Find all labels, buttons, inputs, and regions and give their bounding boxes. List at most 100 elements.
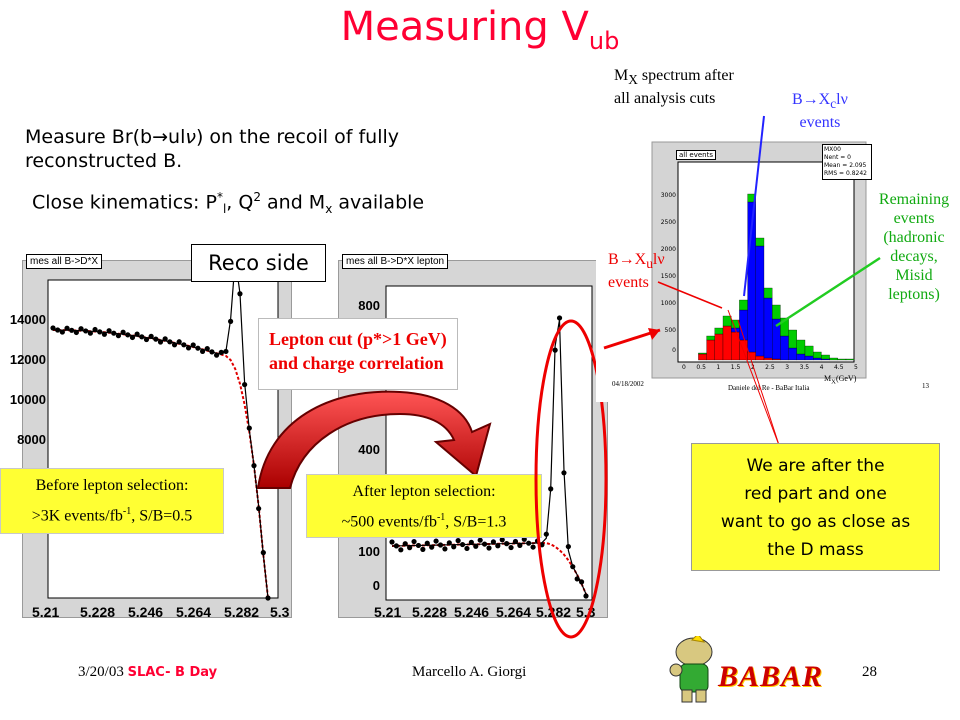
right-data-point xyxy=(389,539,395,545)
right-ytick: 400 xyxy=(358,442,380,457)
left-data-point xyxy=(59,329,65,335)
mx-yticks: 3000 2500 2000 1500 1000 500 0 xyxy=(660,192,676,354)
left-data-point xyxy=(115,333,122,339)
left-data-point xyxy=(260,550,266,556)
left-data-point xyxy=(265,595,271,601)
mx-bar-other xyxy=(772,304,781,320)
right-data-point xyxy=(490,539,497,545)
right-xtick: 5.228 xyxy=(412,604,448,620)
left-data-point xyxy=(237,291,243,297)
left-ytick: 14000 xyxy=(9,312,46,327)
right-data-point xyxy=(504,541,510,547)
left-xtick: 5.246 xyxy=(128,604,164,620)
mx-stats-box: MX00 Nent = 0 Mean = 2.095 RMS = 0.8242 xyxy=(822,144,872,180)
left-plot: mes all B->D*X 14000 12000 10000 8000 5.… xyxy=(0,250,300,640)
left-plot-label: mes all B->D*X xyxy=(26,254,103,269)
right-data-point xyxy=(578,579,585,585)
left-data-point xyxy=(73,329,79,336)
right-data-point xyxy=(517,542,523,548)
left-data-point xyxy=(129,334,136,341)
mx-histogram-svg xyxy=(651,115,881,379)
right-ytick: 800 xyxy=(358,298,380,313)
mx-bar-other xyxy=(845,358,855,361)
left-data-point xyxy=(134,331,140,337)
right-data-point xyxy=(446,540,452,546)
left-plot-svg xyxy=(47,253,279,601)
left-data-point xyxy=(195,345,201,351)
right-data-point xyxy=(420,546,426,552)
left-data-point xyxy=(251,463,257,469)
right-data-point xyxy=(415,542,422,549)
left-data-point xyxy=(153,336,159,342)
left-data-point xyxy=(83,328,89,334)
right-plot-label: mes all B->D*X lepton xyxy=(342,254,449,269)
left-data-point xyxy=(92,326,98,333)
left-data-point xyxy=(87,330,93,336)
after-line1: After lepton selection: xyxy=(352,483,496,500)
left-data-point xyxy=(157,339,164,345)
left-data-point xyxy=(209,349,215,355)
left-data-point xyxy=(218,349,224,355)
left-data-point xyxy=(125,332,131,338)
after-line2: ~500 events/fb-1, S/B=1.3 xyxy=(341,512,507,531)
left-data-point xyxy=(64,325,70,331)
right-data-point xyxy=(499,537,505,543)
reco-side-label: Reco side xyxy=(191,244,326,282)
right-data-point xyxy=(468,539,474,545)
lepton-cut-box: Lepton cut (p*>1 GeV) and charge correla… xyxy=(258,318,458,390)
babar-elephant-icon xyxy=(669,636,713,703)
left-xtick: 5.228 xyxy=(80,604,116,620)
mx-credit: Daniele del Re - BaBar Italia xyxy=(728,384,810,392)
right-data-point xyxy=(407,545,413,551)
right-data-point xyxy=(495,543,501,549)
left-data-point xyxy=(148,333,154,339)
right-data-point xyxy=(543,531,549,537)
mx-xticks: 0 0.5 1 1.5 2 2.5 3 3.5 4 4.5 5 xyxy=(682,364,858,371)
left-data-point xyxy=(162,336,168,342)
mx-heading: MX spectrum after all analysis cuts xyxy=(614,67,734,108)
mx-page: 13 xyxy=(922,382,929,390)
left-xtick: 5.282 xyxy=(224,604,260,620)
babar-logo-text: BABAR xyxy=(718,660,824,693)
right-data-point xyxy=(433,538,439,544)
right-xtick: 5.21 xyxy=(374,604,402,620)
right-data-point xyxy=(565,543,571,550)
left-data-point xyxy=(213,352,220,358)
left-data-point xyxy=(199,348,206,354)
left-data-point xyxy=(176,339,182,345)
right-data-point xyxy=(398,547,404,553)
curved-arrow-icon xyxy=(256,390,492,489)
right-data-point xyxy=(451,544,457,550)
right-data-point xyxy=(548,486,554,492)
after-selection-box: After lepton selection: ~500 events/fb-1… xyxy=(306,474,542,538)
bxc-label: B→Xclν events xyxy=(792,91,848,132)
footer-page: 28 xyxy=(862,664,877,680)
before-line1: Before lepton selection: xyxy=(35,477,189,494)
right-data-point xyxy=(459,541,466,548)
mx-bar-other xyxy=(821,354,830,360)
before-line2: >3K events/fb-1, S/B=0.5 xyxy=(31,506,193,525)
right-data-point xyxy=(442,546,448,552)
mx-hist-label: all events xyxy=(676,150,716,160)
right-xtick: 5.246 xyxy=(454,604,490,620)
remaining-label: Remaining events (hadronic decays, Misid le… xyxy=(878,191,950,303)
right-data-point xyxy=(437,542,444,548)
right-data-point xyxy=(411,538,417,545)
right-data-point xyxy=(424,540,430,546)
left-data-point xyxy=(204,345,210,352)
peak-ellipse xyxy=(534,319,608,639)
left-data-point xyxy=(69,327,75,333)
right-data-point xyxy=(402,541,408,547)
mx-bar-other xyxy=(780,317,789,337)
right-ytick: 100 xyxy=(358,544,380,559)
right-data-point xyxy=(526,540,532,546)
mx-xtitle: MX(GeV) xyxy=(824,374,857,386)
measure-text: Measure Br(b→ulν) on the recoil of fully… xyxy=(25,126,400,172)
left-data-point xyxy=(143,336,150,343)
mx-bar-other xyxy=(804,345,814,357)
left-data-point xyxy=(256,505,262,512)
mx-bar-other xyxy=(763,287,773,299)
left-data-point xyxy=(185,345,192,351)
left-data-point xyxy=(139,334,145,340)
left-xtick: 5.21 xyxy=(32,604,60,620)
